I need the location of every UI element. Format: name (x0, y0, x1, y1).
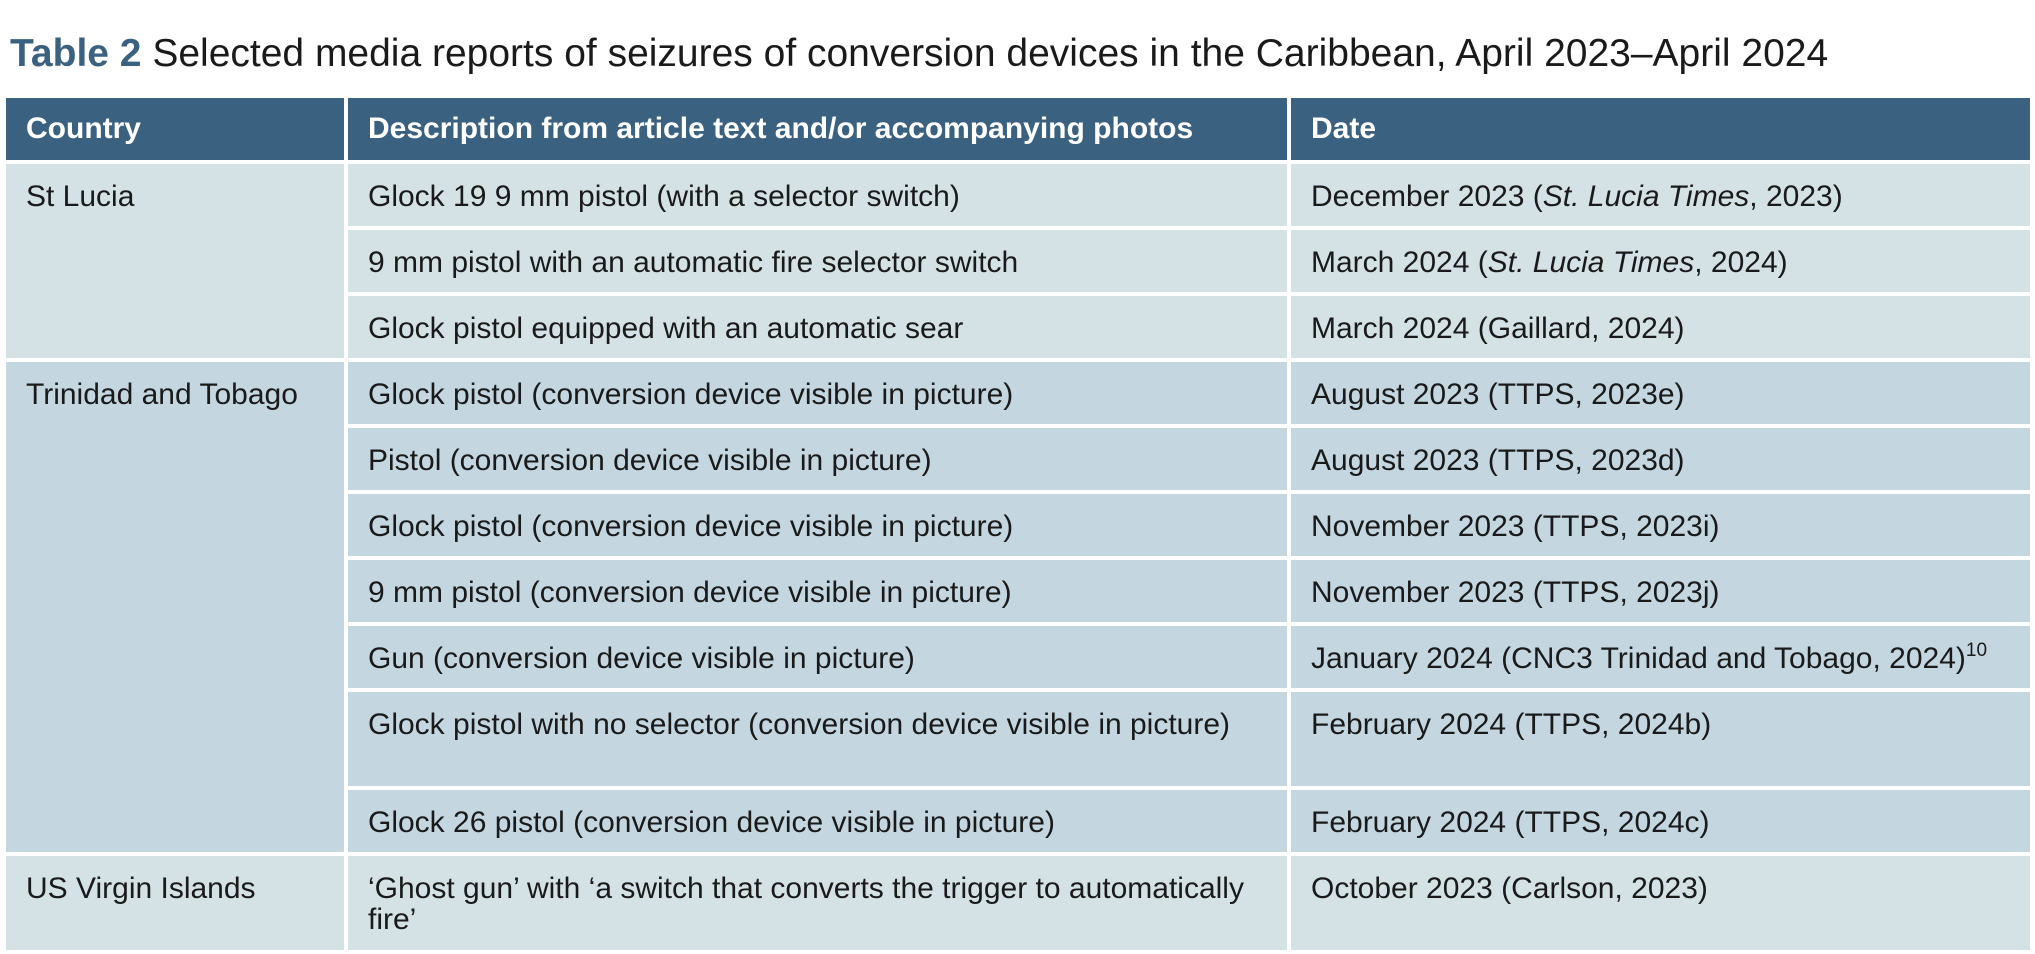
source-name: St. Lucia Times (1542, 180, 1750, 213)
header-description: Description from article text and/or acc… (348, 98, 1287, 160)
table-row: St Lucia Glock 19 9 mm pistol (with a se… (6, 164, 2030, 358)
source-name: St. Lucia Times (1487, 246, 1695, 279)
date-cell: August 2023 (TTPS, 2023e) (1291, 362, 2030, 424)
seizures-table: Country Description from article text an… (2, 94, 2034, 954)
date-cell: November 2023 (TTPS, 2023j) (1291, 560, 2030, 622)
date-text: December 2023 ( (1311, 180, 1543, 213)
table-row: Glock pistol (conversion device visible … (6, 494, 2030, 556)
date-suffix: , 2024) (1694, 246, 1788, 279)
country-cell: St Lucia (6, 164, 344, 358)
description-cell: Pistol (conversion device visible in pic… (348, 428, 1287, 490)
country-cell: US Virgin Islands (6, 856, 344, 950)
date-cell: February 2024 (TTPS, 2024b) (1291, 692, 2030, 786)
date-cell: March 2024 (St. Lucia Times, 2024) (1291, 230, 2030, 292)
description-cell: ‘Ghost gun’ with ‘a switch that converts… (348, 856, 1287, 950)
description-cell: 9 mm pistol (conversion device visible i… (348, 560, 1287, 622)
group-us-virgin-islands: US Virgin Islands ‘Ghost gun’ with ‘a sw… (6, 856, 2030, 950)
description-cell: Gun (conversion device visible in pictur… (348, 626, 1287, 688)
table-row: Glock pistol with no selector (conversio… (6, 692, 2030, 786)
description-cell: Glock pistol (conversion device visible … (348, 494, 1287, 556)
description-cell: Glock pistol (conversion device visible … (348, 362, 1287, 424)
description-cell: 9 mm pistol with an automatic fire selec… (348, 230, 1287, 292)
date-cell: March 2024 (Gaillard, 2024) (1291, 296, 2030, 358)
group-trinidad-and-tobago: Trinidad and Tobago Glock pistol (conver… (6, 362, 2030, 852)
description-cell: Glock pistol with no selector (conversio… (348, 692, 1287, 786)
date-cell: August 2023 (TTPS, 2023d) (1291, 428, 2030, 490)
table-row: Glock 26 pistol (conversion device visib… (6, 790, 2030, 852)
table-row: 9 mm pistol (conversion device visible i… (6, 560, 2030, 622)
description-cell: Glock 19 9 mm pistol (with a selector sw… (348, 164, 1287, 226)
description-cell: Glock 26 pistol (conversion device visib… (348, 790, 1287, 852)
table-row: Gun (conversion device visible in pictur… (6, 626, 2030, 688)
date-cell: January 2024 (CNC3 Trinidad and Tobago, … (1291, 626, 2030, 688)
date-cell: December 2023 (St. Lucia Times, 2023) (1291, 164, 2030, 226)
table-row: US Virgin Islands ‘Ghost gun’ with ‘a sw… (6, 856, 2030, 950)
description-cell: Glock pistol equipped with an automatic … (348, 296, 1287, 358)
table-label: Table 2 (10, 32, 142, 75)
footnote-marker: 10 (1965, 640, 1988, 661)
date-cell: October 2023 (Carlson, 2023) (1291, 856, 2030, 950)
header-country: Country (6, 98, 344, 160)
table-row: 9 mm pistol with an automatic fire selec… (6, 230, 2030, 292)
date-text: March 2024 ( (1311, 246, 1488, 279)
date-cell: November 2023 (TTPS, 2023i) (1291, 494, 2030, 556)
date-suffix: , 2023) (1749, 180, 1843, 213)
date-cell: February 2024 (TTPS, 2024c) (1291, 790, 2030, 852)
table-title: Selected media reports of seizures of co… (141, 32, 1829, 75)
table-row: Pistol (conversion device visible in pic… (6, 428, 2030, 490)
date-text: January 2024 (CNC3 Trinidad and Tobago, … (1311, 642, 1966, 675)
table-row: Trinidad and Tobago Glock pistol (conver… (6, 362, 2030, 852)
table-caption: Table 2 Selected media reports of seizur… (10, 30, 1828, 78)
table-row: Glock pistol equipped with an automatic … (6, 296, 2030, 358)
header-date: Date (1291, 98, 2030, 160)
group-st-lucia: St Lucia Glock 19 9 mm pistol (with a se… (6, 164, 2030, 358)
header-row: Country Description from article text an… (6, 98, 2030, 160)
country-cell: Trinidad and Tobago (6, 362, 344, 852)
